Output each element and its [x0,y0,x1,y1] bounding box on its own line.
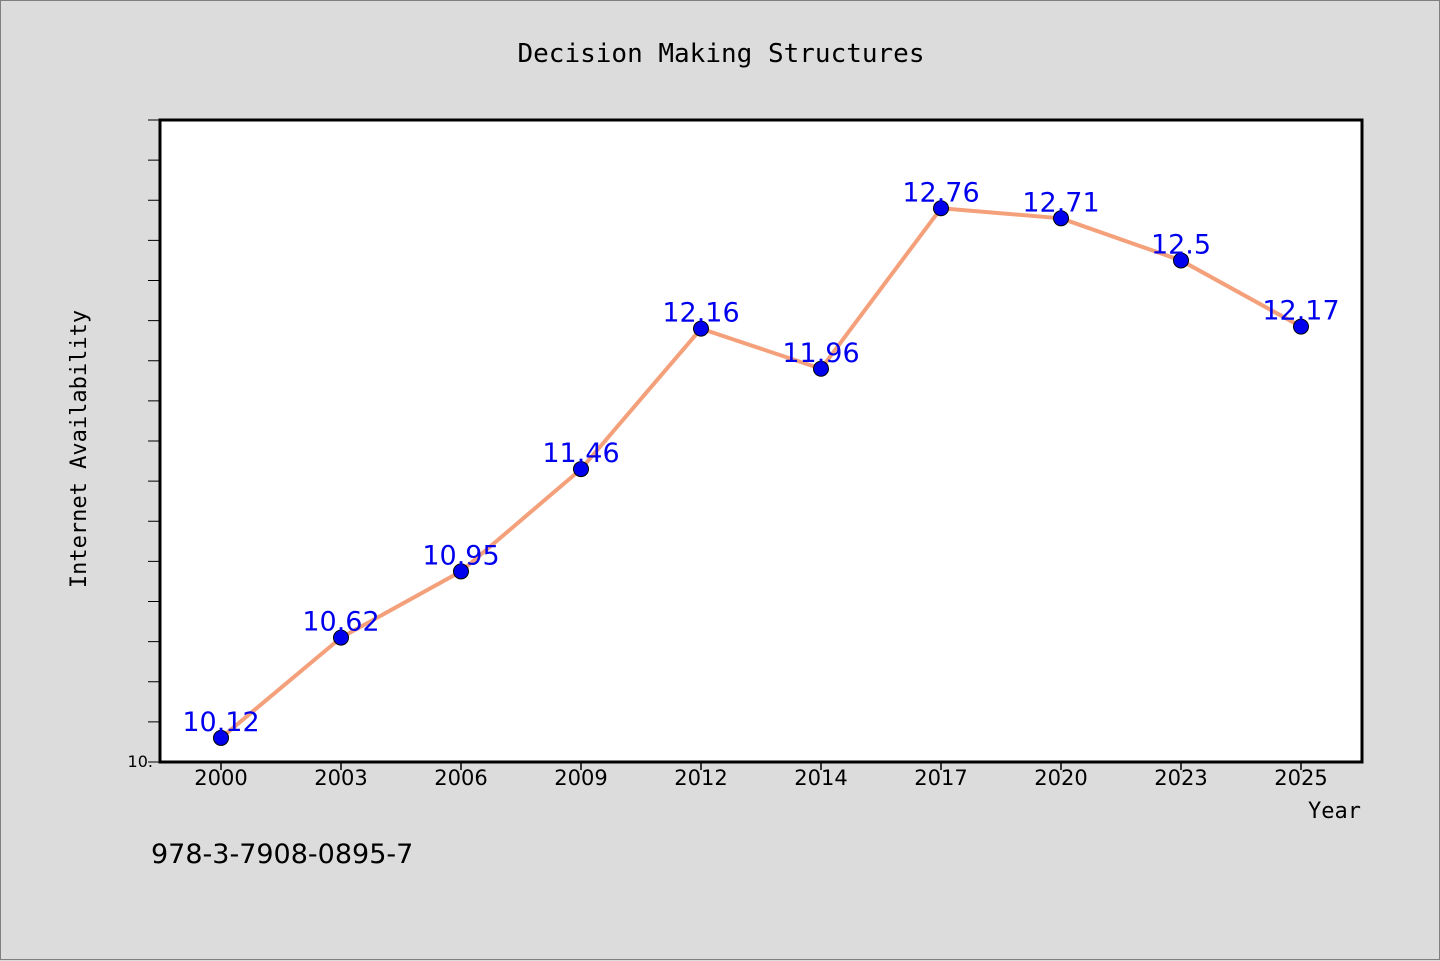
data-label: 11.96 [782,338,859,369]
data-point [1293,318,1309,335]
series-layer: 10.12 10.62 10.95 11.46 12.16 11.96 12.76 12.71… [182,177,1340,746]
y-axis-ticks [148,119,160,763]
x-tick-label: 2014 [794,766,847,790]
data-point [1053,210,1069,227]
data-point [1173,252,1189,269]
x-axis-ticks: 2000 2003 2006 2009 2012 2014 2017 2020 2023 2025 [194,762,1328,790]
x-tick-label: 2003 [314,766,367,790]
plot-area [158,118,1364,764]
data-point [333,629,349,646]
x-tick-label: 2023 [1154,766,1207,790]
y-tick-label: 10. [128,752,153,771]
x-tick-label: 2020 [1034,766,1087,790]
data-label: 12.16 [662,298,739,329]
data-label: 12.71 [1022,187,1099,218]
data-point [693,320,709,337]
data-point [933,200,949,217]
data-point [813,360,829,377]
data-point [453,563,469,580]
data-label: 10.95 [422,540,499,571]
data-point [213,729,229,746]
data-label: 12.17 [1262,296,1339,327]
data-label: 12.76 [902,177,979,208]
x-tick-label: 2017 [914,766,967,790]
y-axis-label: Internet Availability [67,310,92,588]
data-label: 10.12 [182,707,259,738]
data-point [573,461,589,478]
data-label: 12.5 [1151,229,1211,260]
x-tick-label: 2000 [194,766,247,790]
x-tick-label: 2012 [674,766,727,790]
x-tick-label: 2006 [434,766,487,790]
series-line [219,206,1302,740]
data-label: 10.62 [302,607,379,638]
x-tick-label: 2009 [554,766,607,790]
x-axis-label: Year [1308,799,1361,824]
chart-title: Decision Making Structures [518,39,925,69]
data-label: 11.46 [542,438,619,469]
x-tick-label: 2025 [1274,766,1327,790]
footer-code: 978-3-7908-0895-7 [151,839,413,870]
